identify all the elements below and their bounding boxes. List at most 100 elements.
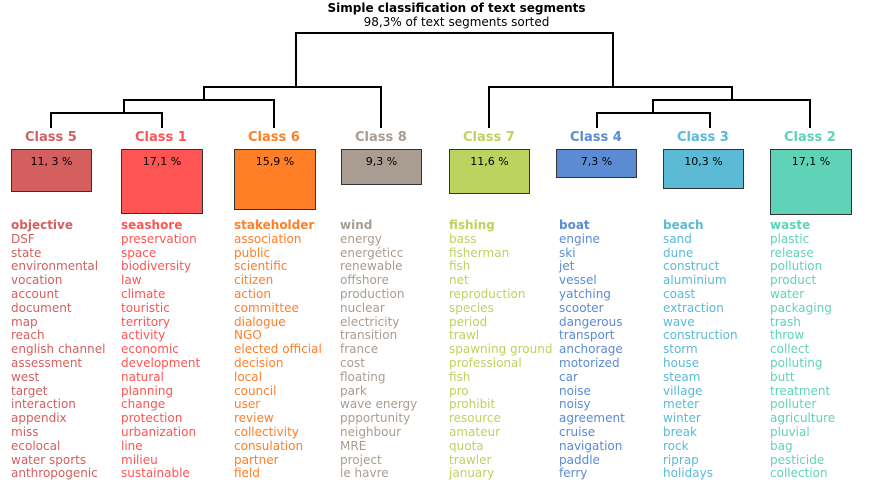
class-word: cruise [559,424,596,439]
class-word: account [11,286,59,301]
class-word: partner [234,452,279,467]
class-word: agreement [559,411,625,426]
class-word: floating [340,369,386,384]
class-word: natural [121,369,164,384]
class-6-label: Class 6 [248,130,300,145]
class-5-percent: 11, 3 % [30,155,73,168]
class-word: action [234,286,271,301]
class-word: seashore [121,218,183,232]
class-word: polluter [770,397,817,412]
class-word: neighbour [340,424,402,439]
class-word: collect [770,342,810,357]
class-word: ferry [559,466,588,481]
class-word: electricity [340,314,400,329]
class-word: climate [121,286,166,301]
class-word: sustainable [121,466,190,481]
class-word: rock [663,438,689,453]
chart-title: Simple classification of text segments [327,1,586,15]
class-word: bass [449,231,477,246]
class-5-box: 11, 3 % [11,149,92,192]
class-4-word-list: boat engine ski jet vessel yatching scooter dan… [559,218,625,481]
class-word: scooter [559,300,604,315]
class-word: local [234,369,262,384]
class-word: car [559,369,578,384]
class-word: period [449,314,488,329]
class-word: transport [559,328,615,343]
class-word: renewable [340,259,403,274]
class-word: reproduction [449,286,526,301]
class-word: trash [770,314,801,329]
class-word: throw [770,328,805,343]
class-3-percent: 10,3 % [684,155,723,168]
class-word: reach [11,328,45,343]
class-word: paddle [559,452,600,467]
class-word: break [663,424,697,439]
class-word: release [770,245,814,260]
class-word: sand [663,231,692,246]
class-word: dialogue [234,314,286,329]
class-word: dune [663,245,694,260]
class-word: change [121,397,166,412]
class-word: milieu [121,452,158,467]
class-word: protection [121,411,183,426]
chart-subtitle: 98,3% of text segments sorted [363,15,550,29]
class-word: pesticide [770,452,825,467]
class-word: cost [340,355,365,370]
class-word: winter [663,411,701,426]
class-word: miss [11,424,39,439]
class-word: dangerous [559,314,623,329]
class-word: nuclear [340,300,385,315]
class-1-word-list: seashore preservation space biodiversity law… [121,218,201,481]
class-7-percent: 11,6 % [470,155,509,168]
class-word: village [663,383,703,398]
class-word: trawl [449,328,480,343]
class-1-box: 17,1 % [121,149,203,214]
class-word: project [340,452,382,467]
class-4-box: 7,3 % [556,149,637,178]
class-word: objective [11,218,74,232]
class-word: stakeholder [234,218,315,232]
class-2-label: Class 2 [784,130,836,145]
class-word: state [11,245,42,260]
class-word: january [449,466,495,481]
class-1-percent: 17,1 % [142,155,182,168]
class-word: touristic [121,300,170,315]
class-word: fish [449,259,471,274]
class-word: urbanization [121,424,197,439]
class-word: polluting [770,355,823,370]
class-6-word-list: stakeholder association public scientific ci… [234,218,322,481]
class-word: boat [559,218,590,232]
class-word: butt [770,369,795,384]
class-word: anthropogenic [11,466,98,481]
class-word: ppportunity [340,411,411,426]
dendrogram-right-link [488,86,733,128]
class-word: activity [121,328,166,343]
class-7-label: Class 7 [463,130,515,145]
class-word: energy [340,231,382,246]
class-word: english channel [11,342,106,357]
class-8-label: Class 8 [355,130,407,145]
class-word: storm [663,342,698,357]
class-word: motorized [559,355,620,370]
class-word: pro [449,383,469,398]
class-word: assessment [11,355,83,370]
class-word: user [234,397,261,412]
class-word: ski [559,245,576,260]
class-word: construction [663,328,738,343]
class-word: elected official [234,342,322,357]
dendrogram-right-sub-link [652,99,811,128]
class-word: noise [559,383,591,398]
class-word: development [121,355,201,370]
class-word: economic [121,342,179,357]
class-word: transition [340,328,398,343]
class-word: pollution [770,259,823,274]
class-word: DSF [11,231,35,246]
class-word: resource [449,411,501,426]
dendrogram-left-top [204,58,297,88]
class-word: france [340,342,379,357]
class-word: wave energy [340,397,418,412]
class-word: interaction [11,397,76,412]
class-word: pluvial [770,424,810,439]
class-word: appendix [11,411,67,426]
class-word: engine [559,231,600,246]
